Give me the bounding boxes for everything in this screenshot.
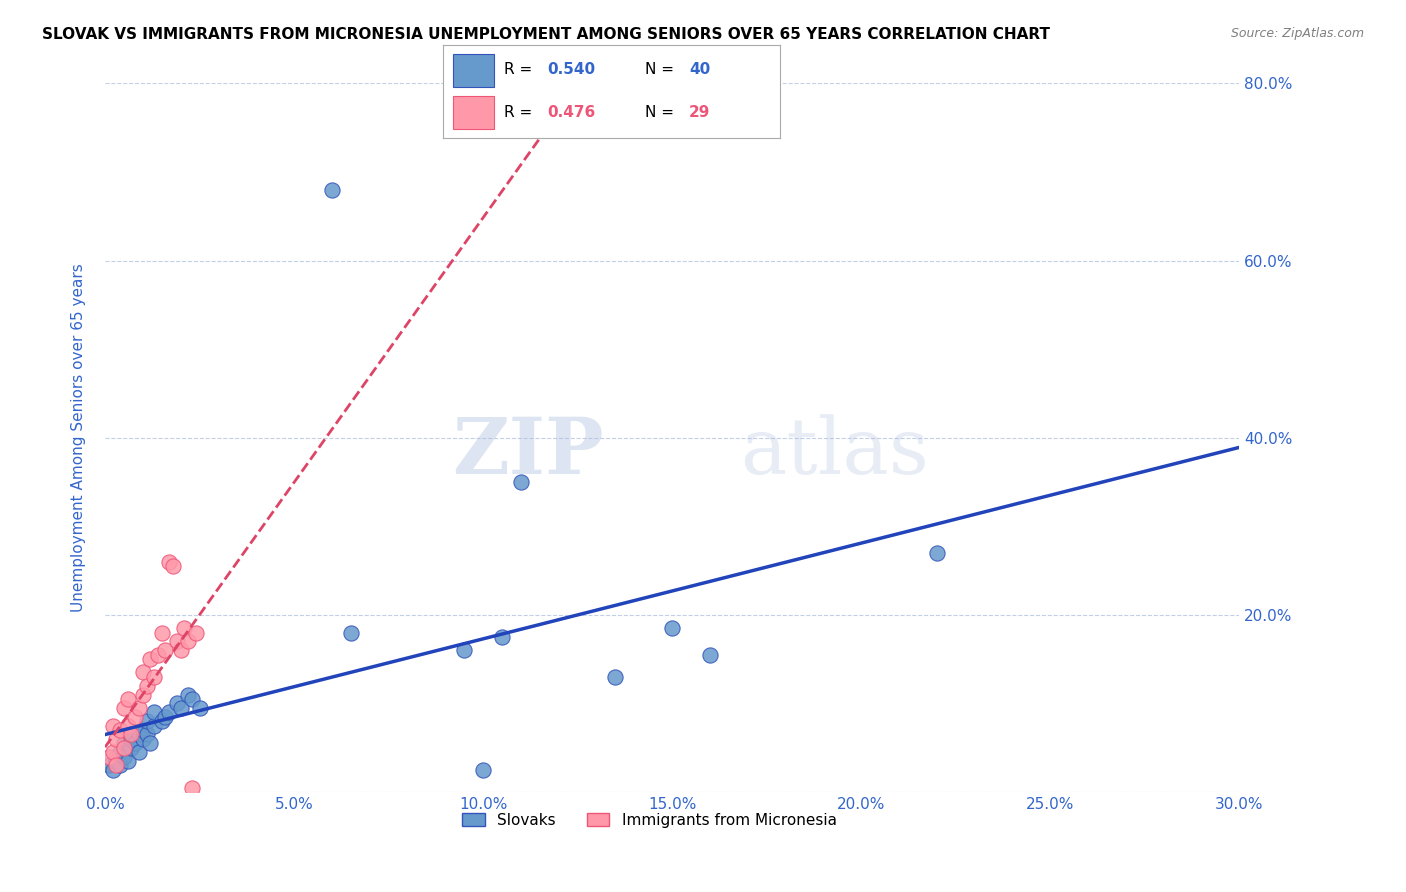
- Point: [321, 183, 343, 197]
- Text: 40: 40: [689, 62, 710, 78]
- Point: [120, 740, 142, 755]
- Point: [120, 727, 142, 741]
- Point: [105, 758, 128, 772]
- Point: [112, 701, 135, 715]
- Point: [117, 692, 139, 706]
- Text: R =: R =: [503, 104, 537, 120]
- Point: [132, 731, 155, 746]
- Point: [181, 692, 204, 706]
- Point: [699, 648, 721, 662]
- Point: [117, 736, 139, 750]
- Text: 0.540: 0.540: [547, 62, 596, 78]
- Text: ZIP: ZIP: [453, 414, 605, 490]
- Point: [155, 643, 177, 657]
- Point: [139, 652, 162, 666]
- Point: [120, 731, 142, 746]
- Point: [101, 763, 124, 777]
- Point: [132, 665, 155, 680]
- Point: [150, 714, 173, 728]
- Point: [339, 625, 361, 640]
- Point: [188, 701, 211, 715]
- Point: [105, 749, 128, 764]
- Point: [472, 763, 495, 777]
- Point: [135, 727, 157, 741]
- Point: [143, 718, 166, 732]
- Point: [157, 705, 180, 719]
- Text: R =: R =: [503, 62, 537, 78]
- Legend: Slovaks, Immigrants from Micronesia: Slovaks, Immigrants from Micronesia: [456, 806, 842, 834]
- Text: atlas: atlas: [740, 414, 929, 490]
- Point: [169, 643, 191, 657]
- Point: [112, 749, 135, 764]
- Point: [139, 736, 162, 750]
- Point: [166, 634, 188, 648]
- Point: [128, 745, 150, 759]
- Point: [105, 754, 128, 768]
- Text: Source: ZipAtlas.com: Source: ZipAtlas.com: [1230, 27, 1364, 40]
- Point: [146, 648, 169, 662]
- Point: [177, 688, 200, 702]
- Point: [453, 643, 475, 657]
- Point: [112, 736, 135, 750]
- Point: [132, 688, 155, 702]
- Point: [124, 736, 146, 750]
- Point: [157, 555, 180, 569]
- Point: [173, 621, 195, 635]
- Point: [128, 701, 150, 715]
- Point: [169, 701, 191, 715]
- Point: [97, 758, 120, 772]
- Point: [108, 758, 131, 772]
- Point: [509, 475, 531, 489]
- Point: [132, 723, 155, 737]
- Point: [124, 709, 146, 723]
- Point: [177, 634, 200, 648]
- Y-axis label: Unemployment Among Seniors over 65 years: Unemployment Among Seniors over 65 years: [72, 263, 86, 612]
- Text: 29: 29: [689, 104, 710, 120]
- Text: N =: N =: [645, 62, 679, 78]
- Point: [135, 679, 157, 693]
- Point: [605, 670, 627, 684]
- Point: [162, 559, 184, 574]
- Point: [143, 670, 166, 684]
- Point: [108, 723, 131, 737]
- Point: [155, 709, 177, 723]
- Point: [150, 625, 173, 640]
- Text: 0.476: 0.476: [547, 104, 596, 120]
- Point: [143, 705, 166, 719]
- Text: SLOVAK VS IMMIGRANTS FROM MICRONESIA UNEMPLOYMENT AMONG SENIORS OVER 65 YEARS CO: SLOVAK VS IMMIGRANTS FROM MICRONESIA UNE…: [42, 27, 1050, 42]
- Text: N =: N =: [645, 104, 679, 120]
- Point: [97, 749, 120, 764]
- FancyBboxPatch shape: [453, 54, 494, 87]
- Point: [101, 745, 124, 759]
- Point: [925, 546, 948, 560]
- Point: [128, 727, 150, 741]
- Point: [108, 745, 131, 759]
- Point: [661, 621, 683, 635]
- Point: [117, 754, 139, 768]
- Point: [117, 718, 139, 732]
- Point: [184, 625, 207, 640]
- Point: [491, 630, 513, 644]
- Point: [112, 740, 135, 755]
- Point: [105, 731, 128, 746]
- Point: [166, 697, 188, 711]
- FancyBboxPatch shape: [453, 96, 494, 129]
- Point: [181, 780, 204, 795]
- Point: [101, 718, 124, 732]
- Point: [135, 714, 157, 728]
